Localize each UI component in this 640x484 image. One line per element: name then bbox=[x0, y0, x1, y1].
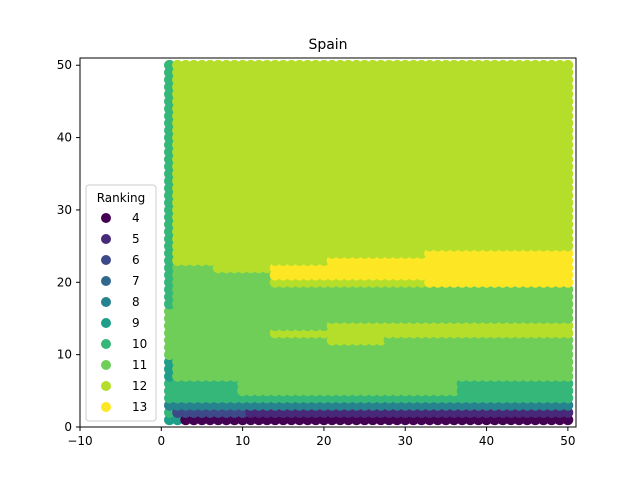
data-point bbox=[367, 59, 379, 71]
data-point bbox=[351, 59, 362, 71]
data-point bbox=[464, 59, 476, 71]
data-point bbox=[529, 59, 541, 71]
legend-label: 5 bbox=[132, 232, 140, 246]
legend-marker bbox=[101, 360, 111, 370]
legend-marker bbox=[101, 381, 111, 391]
data-point bbox=[473, 59, 484, 71]
data-point bbox=[204, 59, 216, 71]
data-point bbox=[383, 59, 395, 71]
data-point bbox=[424, 59, 436, 71]
y-tick-label: 10 bbox=[57, 348, 72, 362]
data-point bbox=[554, 59, 566, 71]
data-point bbox=[497, 59, 509, 71]
legend-label: 10 bbox=[132, 337, 147, 351]
y-tick-label: 20 bbox=[57, 275, 72, 289]
y-tick-label: 40 bbox=[57, 131, 72, 145]
data-point bbox=[286, 59, 297, 71]
data-point bbox=[448, 59, 460, 71]
x-tick-label: 10 bbox=[235, 434, 250, 448]
legend-label: 12 bbox=[132, 379, 147, 393]
legend-marker bbox=[101, 255, 111, 265]
data-point bbox=[253, 59, 265, 71]
plot-frame bbox=[79, 57, 577, 428]
x-tick-label: −10 bbox=[67, 434, 92, 448]
data-point bbox=[269, 59, 281, 71]
data-point bbox=[391, 59, 403, 71]
data-point bbox=[399, 59, 411, 71]
data-point bbox=[440, 59, 452, 71]
data-point bbox=[505, 59, 517, 71]
y-tick-label: 0 bbox=[64, 420, 72, 434]
data-point bbox=[481, 59, 492, 71]
data-point bbox=[342, 59, 354, 71]
data-point bbox=[310, 59, 322, 71]
data-point bbox=[513, 59, 525, 71]
data-point bbox=[172, 59, 183, 71]
data-point bbox=[245, 59, 257, 71]
data-point bbox=[326, 59, 338, 71]
data-point bbox=[521, 59, 533, 71]
data-point bbox=[220, 59, 232, 71]
legend-marker bbox=[101, 318, 111, 328]
x-tick-label: 40 bbox=[479, 434, 494, 448]
data-point bbox=[229, 59, 240, 71]
data-point bbox=[562, 59, 574, 71]
legend-label: 4 bbox=[132, 211, 140, 225]
legend: Ranking 4 5 6 7 8 9 10 11 12 13 bbox=[85, 184, 157, 422]
data-point bbox=[546, 59, 558, 71]
data-point bbox=[538, 59, 549, 71]
data-point bbox=[261, 59, 273, 71]
legend-marker bbox=[101, 276, 111, 286]
legend-label: 13 bbox=[132, 400, 147, 414]
data-point bbox=[277, 59, 289, 71]
data-point bbox=[456, 59, 468, 71]
x-tick-label: 0 bbox=[157, 434, 165, 448]
legend-marker bbox=[101, 297, 111, 307]
y-tick-label: 30 bbox=[57, 203, 72, 217]
legend-marker bbox=[101, 339, 111, 349]
data-point bbox=[188, 59, 200, 71]
data-point bbox=[489, 59, 501, 71]
data-point bbox=[294, 59, 305, 71]
data-point bbox=[164, 59, 175, 71]
data-point bbox=[318, 59, 330, 71]
legend-marker bbox=[101, 402, 111, 412]
data-point bbox=[302, 59, 314, 71]
y-tick-label: 50 bbox=[57, 58, 72, 72]
x-tick-label: 20 bbox=[316, 434, 331, 448]
data-point bbox=[375, 59, 387, 71]
legend-label: 11 bbox=[132, 358, 147, 372]
data-point bbox=[407, 59, 419, 71]
data-point bbox=[196, 59, 208, 71]
data-point bbox=[416, 59, 427, 71]
legend-title: Ranking bbox=[97, 191, 146, 205]
x-tick-label: 50 bbox=[560, 434, 575, 448]
legend-marker bbox=[101, 234, 111, 244]
chart-title: Spain bbox=[308, 37, 347, 53]
legend-marker bbox=[101, 213, 111, 223]
points-layer bbox=[164, 59, 574, 426]
legend-label: 7 bbox=[132, 274, 140, 288]
data-point bbox=[237, 59, 249, 71]
data-point bbox=[432, 59, 444, 71]
x-tick-label: 30 bbox=[398, 434, 413, 448]
data-point bbox=[212, 59, 224, 71]
legend-label: 6 bbox=[132, 253, 140, 267]
data-point bbox=[334, 59, 346, 71]
legend-label: 9 bbox=[132, 316, 140, 330]
data-point bbox=[180, 59, 192, 71]
legend-label: 8 bbox=[132, 295, 140, 309]
data-point bbox=[359, 59, 370, 71]
